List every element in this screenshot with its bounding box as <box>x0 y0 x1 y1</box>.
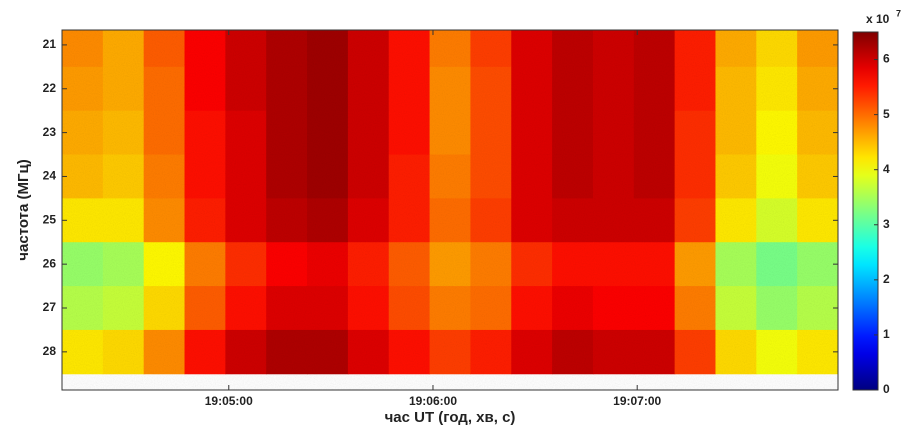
colorbar-tick-label: 4 <box>883 162 890 176</box>
colorbar-tick-label: 3 <box>883 217 890 231</box>
y-tick-label: 26 <box>43 256 57 270</box>
colorbar-tick-label: 5 <box>883 107 890 121</box>
colorbar-tick-label: 6 <box>883 52 890 66</box>
colorbar <box>852 31 879 391</box>
y-tick-label: 24 <box>43 169 57 183</box>
colorbar-label: x 10 <box>866 12 890 26</box>
x-tick-label: 19:06:00 <box>409 394 457 408</box>
y-tick-label: 22 <box>43 81 57 95</box>
colorbar-tick-label: 2 <box>883 272 890 286</box>
colorbar-tick-label: 0 <box>883 382 890 396</box>
colorbar-tick-label: 1 <box>883 327 890 341</box>
x-tick-label: 19:07:00 <box>613 394 661 408</box>
y-tick-label: 27 <box>43 300 57 314</box>
y-tick-label: 21 <box>43 37 57 51</box>
colorbar-exponent: 7 <box>896 8 901 18</box>
plot-frame <box>61 29 839 391</box>
x-axis-title: час UT (год, хв, с) <box>385 409 516 426</box>
y-tick-label: 28 <box>43 344 57 358</box>
y-tick-label: 23 <box>43 125 57 139</box>
noise-overlay <box>62 30 838 390</box>
y-axis-title: частота (МГц) <box>15 159 32 260</box>
x-tick-label: 19:05:00 <box>205 394 253 408</box>
y-tick-label: 25 <box>43 212 57 226</box>
